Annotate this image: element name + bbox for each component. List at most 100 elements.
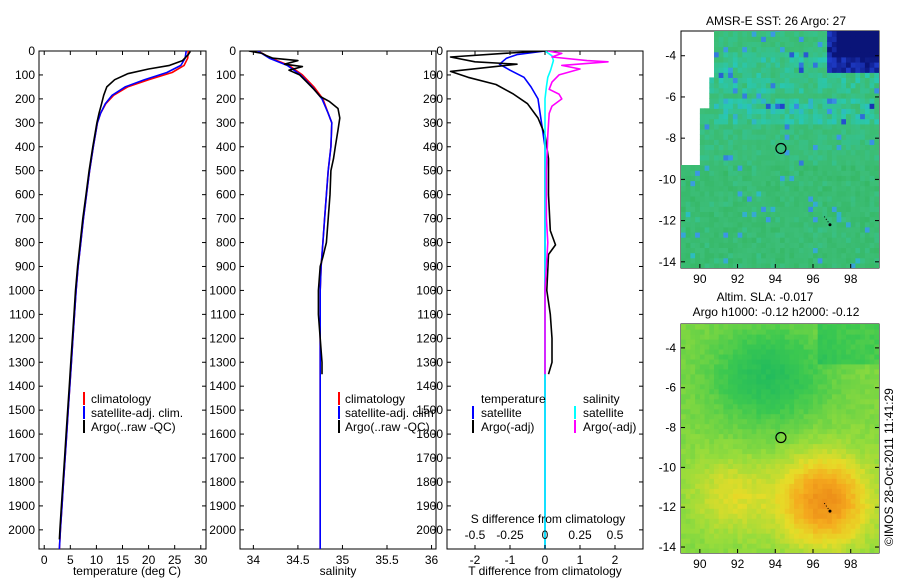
map-cell: [742, 180, 748, 187]
map-cell: [681, 438, 687, 445]
map-cell: [780, 149, 786, 156]
map-cell: [699, 154, 706, 161]
map-cell: [784, 398, 790, 405]
map-cell: [803, 388, 809, 395]
map-cell: [770, 334, 776, 340]
map-cell: [798, 358, 805, 365]
legend-label-argo: Argo(..raw -QC): [345, 420, 430, 434]
map-cell: [780, 67, 786, 73]
map-cell: [695, 247, 701, 254]
map-cell: [723, 175, 729, 182]
map-cell: [846, 428, 852, 435]
map-cell: [709, 403, 715, 410]
map-cell: [732, 216, 739, 223]
map-cell: [685, 334, 691, 340]
map-cell: [794, 453, 800, 459]
map-cell: [794, 128, 800, 135]
map-cell: [704, 358, 710, 365]
map-cell: [855, 56, 861, 63]
map-cell: [732, 165, 739, 171]
map-cell: [817, 403, 823, 410]
map-cell: [841, 175, 847, 182]
map-cell: [798, 242, 805, 248]
map-cell: [704, 201, 710, 207]
map-cell: [728, 206, 734, 212]
map-cell: [874, 51, 879, 58]
map-cell: [841, 503, 847, 509]
map-cell: [737, 508, 743, 514]
map-cell: [761, 483, 767, 489]
map-cell: [699, 503, 706, 509]
map-cell: [732, 262, 739, 268]
map-cell: [699, 159, 706, 166]
map-cell: [784, 329, 790, 335]
map-cell: [808, 51, 814, 58]
map-cell: [831, 498, 838, 504]
map-cell: [742, 154, 748, 161]
map-cell: [718, 170, 724, 176]
map-cell: [695, 338, 701, 345]
map-cell: [864, 46, 871, 53]
map-cell: [822, 247, 828, 254]
map-cell: [756, 488, 762, 494]
map-cell: [747, 438, 753, 445]
map-cell: [794, 383, 800, 390]
map-cell: [803, 41, 809, 48]
map-cell: [831, 363, 838, 370]
map-cell: [817, 324, 823, 325]
map-cell: [836, 338, 842, 345]
map-cell: [728, 358, 734, 365]
map-cell: [817, 488, 823, 494]
map-cell: [714, 56, 720, 63]
map-cell: [855, 36, 861, 42]
map-cell: [699, 508, 706, 514]
map-cell: [864, 262, 871, 268]
map-cell: [737, 473, 743, 479]
map-cell: [723, 398, 729, 405]
map-cell: [737, 206, 743, 212]
map-cell: [747, 87, 753, 94]
map-cell: [864, 408, 871, 415]
map-cell: [864, 211, 871, 218]
map-cell: [803, 358, 809, 365]
map-cell: [836, 324, 842, 325]
map-cell: [728, 428, 734, 435]
map-cell: [841, 216, 847, 223]
map-cell: [860, 393, 866, 400]
map-cell: [784, 98, 790, 104]
map-cell: [747, 403, 753, 410]
map-cell: [784, 433, 790, 440]
map-cell: [803, 159, 809, 166]
map-cell: [794, 498, 800, 504]
map-cell: [864, 538, 871, 544]
map-cell: [822, 190, 828, 197]
map-cell: [798, 206, 805, 212]
map-cell: [770, 398, 776, 405]
map-cell: [728, 478, 734, 484]
map-cell: [784, 144, 790, 151]
map-cell: [808, 103, 814, 109]
map-cell: [714, 538, 720, 544]
map-cell: [714, 368, 720, 375]
map-cell: [813, 31, 819, 32]
map-cell: [794, 488, 800, 494]
map-cell: [784, 123, 790, 130]
map-cell: [836, 528, 842, 534]
temperature-axes: [38, 50, 207, 550]
map-cell: [813, 334, 819, 340]
map-cell: [761, 329, 767, 335]
map-cell: [685, 388, 691, 395]
map-cell: [841, 329, 847, 335]
map-cell: [794, 108, 800, 115]
map-cell: [869, 170, 875, 176]
map-cell: [850, 373, 856, 380]
map-cell: [780, 543, 786, 549]
map-cell: [681, 175, 687, 182]
map-cell: [850, 231, 856, 238]
map-cell: [770, 123, 776, 130]
map-cell: [874, 159, 879, 166]
map-cell: [775, 144, 781, 151]
map-cell: [789, 468, 795, 474]
map-cell: [737, 373, 743, 380]
map-cell: [714, 206, 720, 212]
